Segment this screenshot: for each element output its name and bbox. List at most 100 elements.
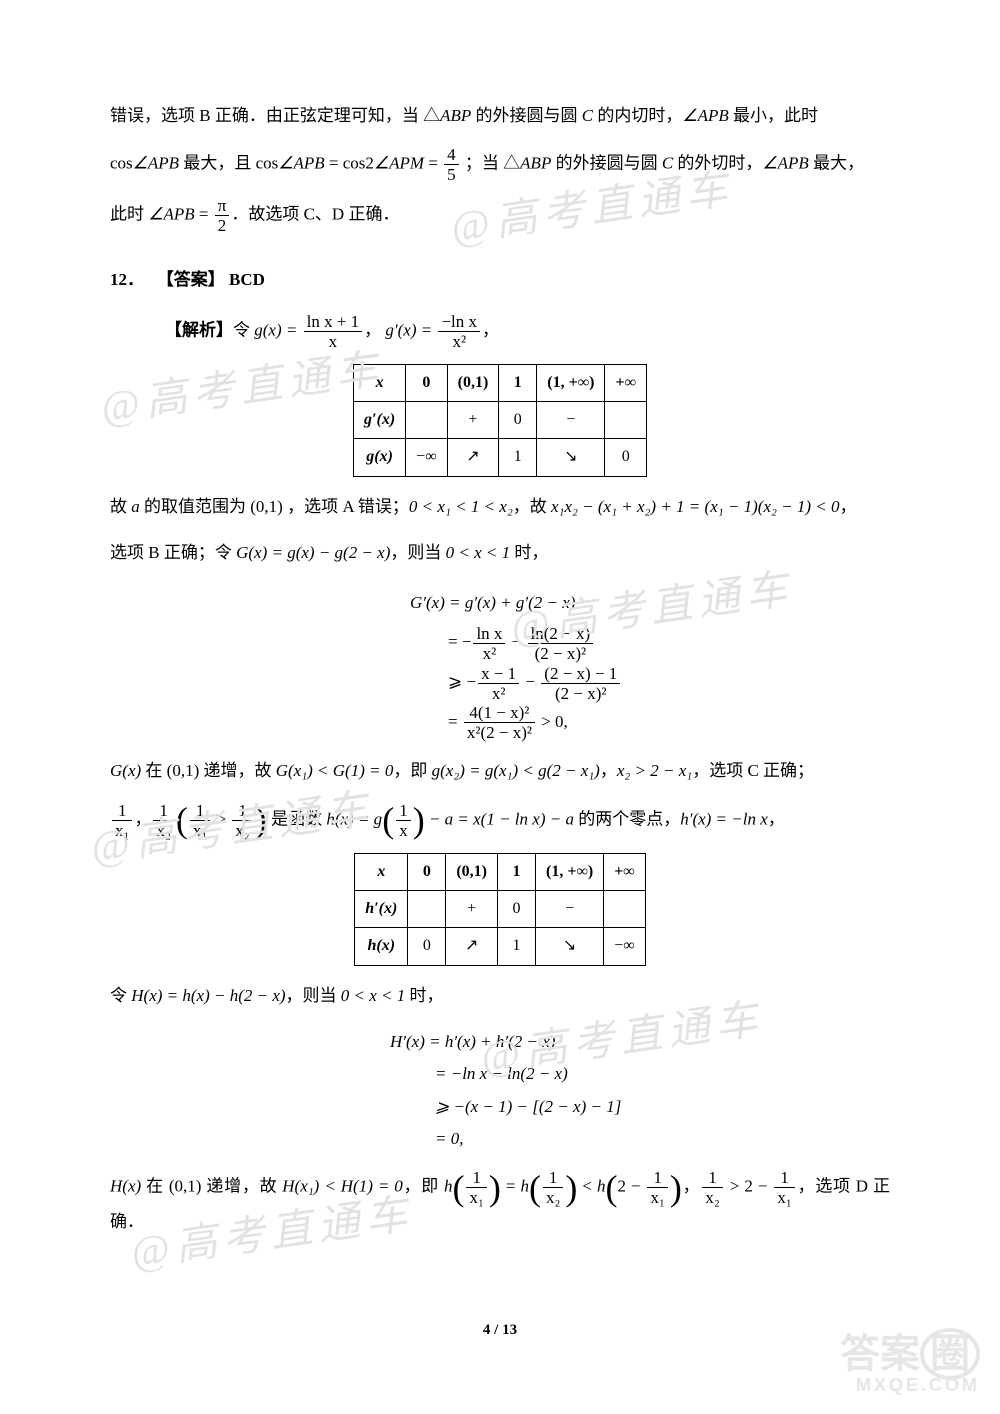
frac: x − 1x² <box>478 665 519 702</box>
num: 1 <box>466 1169 486 1188</box>
frac-1-x2: 1x₂ <box>232 802 252 839</box>
Hx: H(x) = h(x) − h(2 − x) <box>131 986 285 1005</box>
cell: 0 <box>499 401 537 438</box>
angle-apb: ∠APB <box>682 106 728 125</box>
den: x₁ <box>647 1188 667 1206</box>
comma: ， <box>482 320 499 339</box>
comma: ， <box>364 320 381 339</box>
2m: 2 − <box>617 1177 645 1196</box>
post: > 0, <box>537 712 568 731</box>
pre: ⩾ − <box>448 672 476 691</box>
cell: + <box>447 401 499 438</box>
num: −ln x <box>438 313 480 332</box>
angle-apb: ∠APB <box>133 154 179 173</box>
text: 在 (0,1) 递增，故 <box>141 761 276 780</box>
cell: 1 <box>498 928 536 965</box>
num: 4 <box>444 146 459 165</box>
den: x₁ <box>466 1188 486 1206</box>
angle-apm: ∠APM <box>374 154 424 173</box>
line: H′(x) = h′(x) + h′(2 − x) <box>390 1032 555 1051</box>
den: x₂ <box>232 821 252 839</box>
cell: + <box>446 890 498 927</box>
cell: g(x) <box>354 439 406 476</box>
cell <box>408 890 446 927</box>
frac: ln(2 − x)(2 − x)² <box>528 625 594 662</box>
var-abp: ABP <box>440 106 471 125</box>
num: 1 <box>396 802 411 821</box>
cell: −∞ <box>604 928 646 965</box>
Gx: G(x) <box>110 761 141 780</box>
gt: > <box>212 809 230 828</box>
lt: < <box>577 1177 597 1196</box>
hp: h′(x) = −ln x <box>680 809 768 828</box>
pre: = − <box>448 632 471 651</box>
frac: (2 − x) − 1(2 − x)² <box>541 665 620 702</box>
cond: 0 < x < 1 <box>341 986 406 1005</box>
expr: G(x₁) < G(1) = 0 <box>276 761 394 780</box>
text: ，故 <box>513 497 551 516</box>
frac-gp: −ln xx² <box>438 313 480 350</box>
cell: − <box>536 890 604 927</box>
pre: = <box>448 712 462 731</box>
eq: = <box>501 1177 521 1196</box>
text: 的内切时， <box>593 106 682 125</box>
text: 的取值范围为 (0,1) ，选项 A 错误； <box>140 497 409 516</box>
frac: 4(1 − x)²x²(2 − x)² <box>464 704 535 741</box>
expr: x₂ > 2 − x₁ <box>617 761 692 780</box>
num: 1 <box>112 802 132 821</box>
num: 1 <box>647 1169 667 1188</box>
hx: h(x) = g <box>326 809 382 828</box>
den: x²(2 − x)² <box>464 723 535 741</box>
table-row: x0(0,1)1(1, +∞)+∞ <box>355 853 645 890</box>
text: ，则当 <box>286 986 341 1005</box>
cell: 1 <box>499 364 537 401</box>
cell: ↘ <box>537 439 605 476</box>
text: ， <box>682 1177 700 1196</box>
h: h <box>597 1177 606 1196</box>
frac-1-x2: 1x₂ <box>153 802 173 839</box>
cell: −∞ <box>406 439 447 476</box>
cell: 1 <box>498 853 536 890</box>
text: ；当 △ <box>461 154 521 173</box>
den: x² <box>478 684 519 702</box>
cos: cos <box>110 154 133 173</box>
den: x₂ <box>543 1188 563 1206</box>
line: = 0, <box>435 1129 463 1148</box>
num: 4(1 − x)² <box>464 704 535 723</box>
frac: ln xx² <box>473 625 505 662</box>
mid: − <box>521 672 539 691</box>
q11-line1: 错误，选项 B 正确．由正弦定理可知，当 △ABP 的外接圆与圆 C 的内切时，… <box>110 100 890 132</box>
den: x₂ <box>153 821 173 839</box>
text: 令 <box>110 986 131 1005</box>
q12-p1: 故 a 的取值范围为 (0,1) ，选项 A 错误；0 < x₁ < 1 < x… <box>110 491 890 523</box>
text: 的外切时， <box>673 154 762 173</box>
table-row: h′(x)+0− <box>355 890 645 927</box>
h: h <box>444 1177 453 1196</box>
text: 时， <box>510 543 548 562</box>
table-h: x0(0,1)1(1, +∞)+∞ h′(x)+0− h(x)0↗1↘−∞ <box>354 853 645 966</box>
logo-circle: 圈 <box>920 1328 980 1380</box>
num: ln x + 1 <box>304 313 363 332</box>
frac-g: ln x + 1x <box>304 313 363 350</box>
var-abp: ABP <box>520 154 551 173</box>
line: ⩾ −(x − 1) − [(2 − x) − 1] <box>435 1097 621 1116</box>
num: ln x <box>473 625 505 644</box>
text: 最大， <box>809 154 864 173</box>
frac-pi-2: π2 <box>215 197 230 234</box>
den: x <box>304 332 363 350</box>
num: π <box>215 197 230 216</box>
den: (2 − x)² <box>541 684 620 702</box>
den: 2 <box>215 216 230 234</box>
Hx: H(x) <box>110 1177 141 1196</box>
q12-solution-line: 【解析】令 g(x) = ln x + 1x， g′(x) = −ln xx²， <box>110 313 890 350</box>
den: x₁ <box>190 821 210 839</box>
cell: +∞ <box>605 364 647 401</box>
frac-1-x1: 1x₁ <box>112 802 132 839</box>
num: 1 <box>774 1169 794 1188</box>
cell: 0 <box>406 364 447 401</box>
q11-line2: cos∠APB 最大，且 cos∠APB = cos2∠APM = 45 ；当 … <box>110 146 890 183</box>
eq: = <box>195 205 213 224</box>
cell: 1 <box>499 439 537 476</box>
text: 的两个零点， <box>574 809 680 828</box>
frac-1-x: 1x <box>396 802 411 839</box>
